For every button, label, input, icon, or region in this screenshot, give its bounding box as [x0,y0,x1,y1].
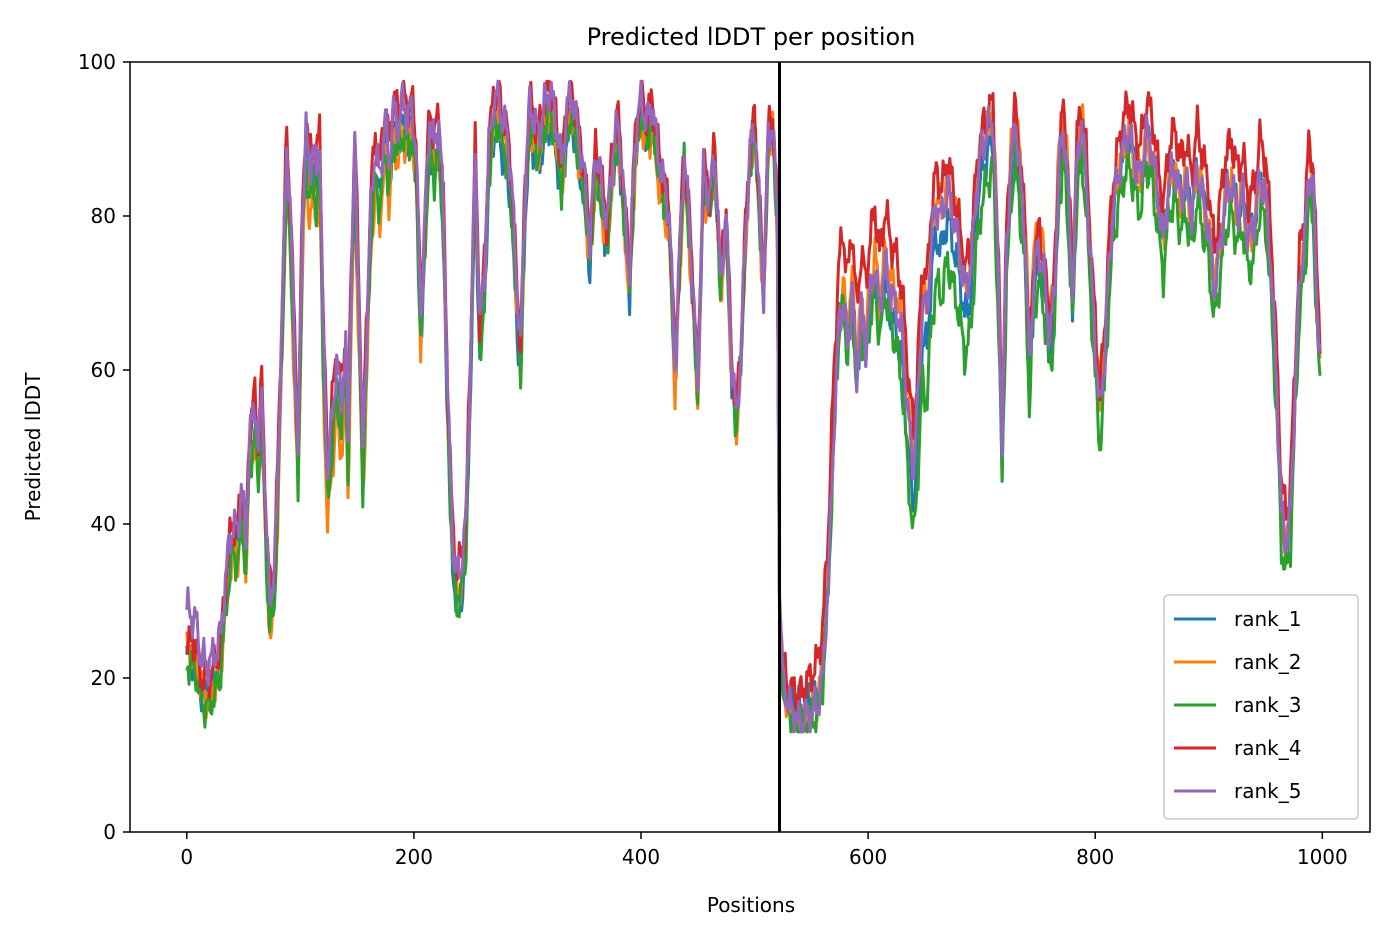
legend: rank_1 rank_2 rank_3 rank_4 rank_5 [1163,594,1359,820]
x-tick-label: 400 [622,845,660,869]
y-tick-label: 20 [91,666,116,690]
series-line-rank_5 [185,79,1322,734]
chart-title: Predicted lDDT per position [587,23,916,51]
legend-label-rank_3: rank_3 [1234,693,1301,717]
y-tick-label: 100 [78,50,116,74]
x-axis: 0 200 400 600 800 1000 [180,832,1348,869]
legend-label-rank_1: rank_1 [1234,607,1301,631]
series-line-rank_4 [185,79,1322,711]
x-tick-label: 200 [395,845,433,869]
y-tick-label: 0 [103,820,116,844]
legend-label-rank_2: rank_2 [1234,650,1301,674]
legend-label-rank_4: rank_4 [1234,736,1301,760]
y-tick-label: 40 [91,512,116,536]
x-tick-label: 1000 [1297,845,1348,869]
x-axis-label: Positions [707,893,795,917]
y-tick-label: 80 [91,204,116,228]
x-tick-label: 800 [1076,845,1114,869]
x-tick-label: 0 [180,845,193,869]
legend-label-rank_5: rank_5 [1234,779,1301,803]
plot-frame [129,61,1371,833]
y-axis: 0 20 40 60 80 100 [78,50,130,844]
y-tick-label: 60 [91,358,116,382]
x-tick-label: 600 [849,845,887,869]
legend-box [1163,594,1359,820]
y-axis-label: Predicted lDDT [21,372,45,522]
series-layer [185,79,1322,734]
